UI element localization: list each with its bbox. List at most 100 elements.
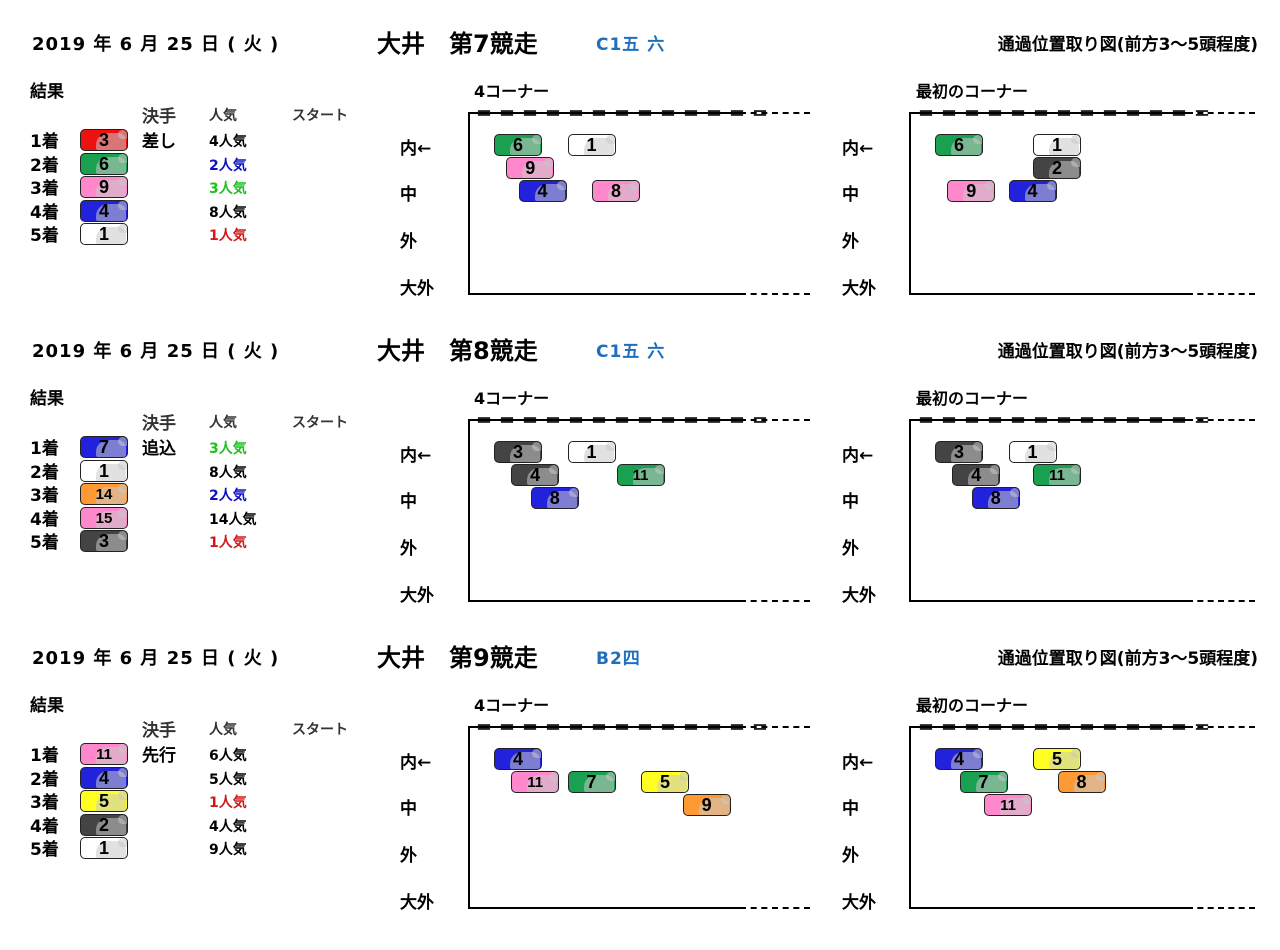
result-popularity: 14人気 <box>209 511 257 528</box>
result-rank: 1着 <box>30 746 59 766</box>
lane-label: 中 <box>842 799 859 819</box>
horse-marker: 2 <box>1033 157 1081 179</box>
lane-label: 大外 <box>400 279 434 299</box>
lane-label: 外 <box>842 539 859 559</box>
corner4-box <box>468 419 740 602</box>
col-header-start: スタート <box>292 108 348 124</box>
horse-marker: 4 <box>511 464 560 486</box>
horse-icon <box>951 749 982 769</box>
horse-icon <box>96 791 127 811</box>
horse-marker: 1 <box>1033 134 1081 156</box>
horse-marker: 6 <box>80 152 128 175</box>
corner4-dash-bottom <box>740 600 810 602</box>
horse-number: 1 <box>98 838 109 858</box>
horse-marker: 1 <box>567 134 616 156</box>
race-date: 2019 年 6 月 25 日 ( 火 ) <box>32 648 280 669</box>
winning-style: 先行 <box>142 746 176 766</box>
lane-label: 大外 <box>400 586 434 606</box>
col-header-start: スタート <box>292 415 348 431</box>
result-popularity: 2人気 <box>209 157 247 174</box>
corner4-label: 4コーナー <box>474 389 550 408</box>
result-rank: 5着 <box>30 840 59 860</box>
horse-icon <box>1024 181 1056 201</box>
result-popularity: 4人気 <box>209 134 247 150</box>
horse-number: 1 <box>98 224 109 244</box>
horse-marker: 9 <box>80 176 128 198</box>
horse-icon <box>1073 772 1105 792</box>
result-rank: 5着 <box>30 226 59 246</box>
corner4-dash-bottom <box>740 907 810 909</box>
horse-number: 4 <box>530 465 541 485</box>
horse-marker: 1 <box>80 837 128 859</box>
horse-number: 6 <box>512 135 523 155</box>
result-rank: 2着 <box>30 155 59 176</box>
col-header-kimete: 決手 <box>142 107 176 127</box>
horse-icon <box>96 177 127 197</box>
horse-number: 3 <box>953 442 964 462</box>
race-section: 2019 年 6 月 25 日 ( 火 ) 大井 第9競走 B2四 通過位置取り… <box>0 644 1280 950</box>
horse-number: 11 <box>527 774 544 791</box>
horse-number: 9 <box>525 158 536 178</box>
race-class: C1五 六 <box>596 342 666 362</box>
result-popularity: 3人気 <box>209 441 247 457</box>
horse-marker: 11 <box>80 743 128 765</box>
horse-marker: 4 <box>935 748 983 770</box>
lane-label: 内← <box>842 753 874 773</box>
lane-label: 中 <box>400 492 417 512</box>
corner1-dash-top <box>1187 112 1255 114</box>
horse-number: 11 <box>1000 797 1016 814</box>
horse-number: 8 <box>990 488 1001 508</box>
horse-number: 9 <box>966 181 977 201</box>
result-rank: 3着 <box>30 793 59 813</box>
horse-marker: 2 <box>80 813 128 836</box>
horse-marker: 8 <box>592 180 640 202</box>
corner4-dash-top <box>740 419 810 421</box>
horse-marker: 14 <box>80 483 128 505</box>
horse-icon <box>1024 442 1056 462</box>
horse-marker: 15 <box>80 506 128 529</box>
lane-label: 内← <box>842 139 874 159</box>
result-popularity: 4人気 <box>209 818 247 835</box>
winning-style: 差し <box>142 132 176 152</box>
corner1-box <box>909 726 1187 909</box>
col-header-popularity: 人気 <box>209 415 237 431</box>
horse-number: 3 <box>512 442 523 462</box>
horse-marker: 1 <box>80 223 128 245</box>
horse-marker: 1 <box>567 441 616 463</box>
col-header-start: スタート <box>292 722 348 738</box>
corner1-box <box>909 112 1187 295</box>
horse-marker: 4 <box>80 199 128 222</box>
corner1-dash-bottom <box>1187 293 1255 295</box>
lane-label: 外 <box>400 539 417 559</box>
horse-number: 7 <box>586 772 597 792</box>
corner1-dash-top <box>1187 726 1255 728</box>
horse-icon <box>583 772 615 792</box>
lane-label: 中 <box>400 185 417 205</box>
lane-label: 内← <box>400 753 432 773</box>
lane-label: 内← <box>842 446 874 466</box>
horse-icon <box>1000 795 1031 815</box>
horse-marker: 9 <box>682 794 731 816</box>
horse-number: 1 <box>98 460 109 481</box>
horse-icon <box>546 488 578 508</box>
result-rank: 3着 <box>30 179 59 199</box>
lane-label: 大外 <box>400 893 434 913</box>
corner1-box <box>909 419 1187 602</box>
horse-icon <box>951 135 982 155</box>
horse-marker: 5 <box>641 771 689 793</box>
horse-marker: 9 <box>506 157 555 179</box>
horse-icon <box>583 442 615 462</box>
horse-marker: 1 <box>80 459 128 482</box>
race-section: 2019 年 6 月 25 日 ( 火 ) 大井 第7競走 C1五 六 通過位置… <box>0 30 1280 336</box>
result-rank: 1着 <box>30 132 59 152</box>
corner1-label: 最初のコーナー <box>916 389 1029 408</box>
horse-icon <box>698 795 730 815</box>
race-date: 2019 年 6 月 25 日 ( 火 ) <box>32 34 280 55</box>
horse-icon <box>96 224 127 244</box>
corner1-dash-bottom <box>1187 600 1255 602</box>
race-section: 2019 年 6 月 25 日 ( 火 ) 大井 第8競走 C1五 六 通過位置… <box>0 337 1280 643</box>
horse-icon <box>96 437 127 457</box>
lane-label: 大外 <box>842 279 876 299</box>
horse-number: 4 <box>953 749 964 769</box>
result-popularity: 6人気 <box>209 748 247 764</box>
